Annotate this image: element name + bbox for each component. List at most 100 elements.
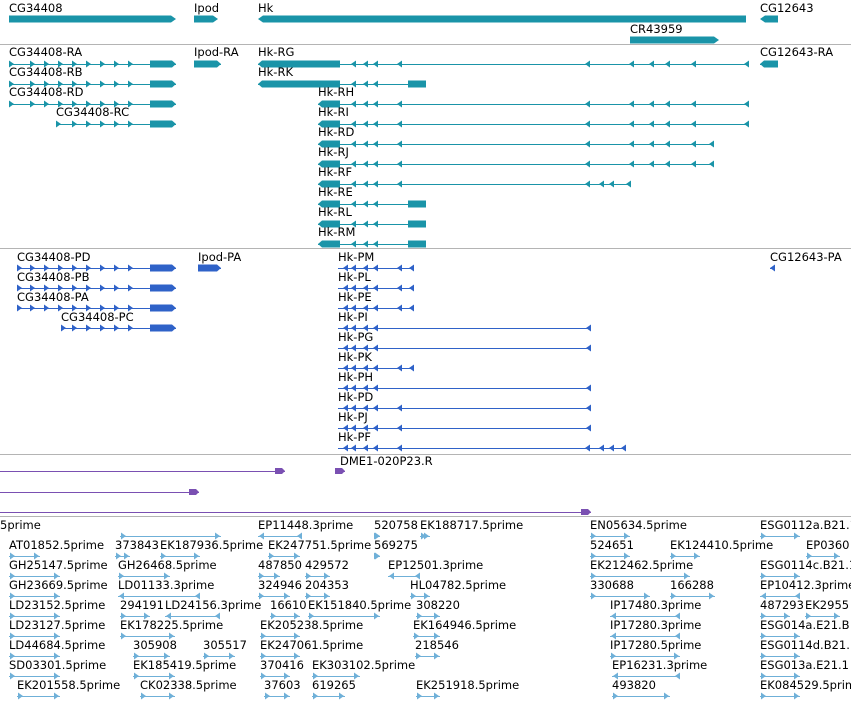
feature-est-0-label[interactable]: 5prime bbox=[0, 518, 41, 532]
feature-est-45-label[interactable]: LD44684.5prime bbox=[9, 638, 106, 652]
feature-est-13-label[interactable]: EK124410.5prime bbox=[670, 538, 774, 552]
feature-est-16-label[interactable]: GH26468.5prime bbox=[118, 558, 217, 572]
feature-gene-0-label[interactable]: CG34408 bbox=[9, 1, 63, 15]
feature-est-41-label[interactable]: EK205238.5prime bbox=[260, 618, 364, 632]
feature-gene-4-label[interactable]: CR43959 bbox=[630, 22, 683, 36]
feature-mrna-15-label[interactable]: Hk-RM bbox=[318, 225, 356, 239]
feature-gene-3-label[interactable]: CG12643 bbox=[760, 1, 814, 15]
feature-est-26-label[interactable]: HL04782.5prime bbox=[410, 578, 507, 592]
feature-gene-1-label[interactable]: Ipod bbox=[194, 1, 220, 15]
feature-est-35-label[interactable]: 308220 bbox=[416, 598, 460, 612]
feature-mrna-0-label[interactable]: CG34408-RA bbox=[9, 45, 83, 59]
feature-est-51-label[interactable]: ESG0114d.B21.1 bbox=[760, 638, 851, 652]
feature-protein-10-label[interactable]: Hk-PG bbox=[338, 330, 374, 344]
feature-mrna-14-label[interactable]: Hk-RL bbox=[318, 205, 352, 219]
feature-est-27-label[interactable]: 330688 bbox=[590, 578, 634, 592]
feature-mrna-4-label[interactable]: CG34408-RB bbox=[9, 65, 83, 79]
feature-est-2-label[interactable]: EP11448.3prime bbox=[258, 518, 354, 532]
feature-est-4-label[interactable]: EK188717.5prime bbox=[420, 518, 524, 532]
feature-est-18-label[interactable]: 429572 bbox=[305, 558, 349, 572]
feature-est-30-label[interactable]: LD23152.5prime bbox=[9, 598, 106, 612]
feature-est-5-label[interactable]: EN05634.5prime bbox=[590, 518, 687, 532]
feature-est-32-label[interactable]: LD24156.3prime bbox=[165, 598, 262, 612]
feature-protein-15-label[interactable]: Hk-PF bbox=[338, 430, 372, 444]
feature-est-47-label[interactable]: 305517 bbox=[203, 638, 247, 652]
feature-protein-1-label[interactable]: Ipod-PA bbox=[198, 250, 242, 264]
feature-est-23-label[interactable]: LD01133.3prime bbox=[118, 578, 215, 592]
feature-est-38-label[interactable]: EK2955 bbox=[805, 598, 850, 612]
feature-mrna-8-label[interactable]: CG34408-RC bbox=[56, 105, 130, 119]
feature-protein-3-label[interactable]: CG12643-PA bbox=[770, 250, 842, 264]
feature-est-33-label[interactable]: 16610 bbox=[270, 598, 307, 612]
feature-est-56-label[interactable]: EP16231.3prime bbox=[612, 658, 708, 672]
feature-est-55-label[interactable]: EK303102.5prime bbox=[312, 658, 416, 672]
feature-est-11-label[interactable]: 569275 bbox=[374, 538, 418, 552]
feature-est-64-label[interactable]: EK084529.5prime bbox=[760, 678, 851, 692]
feature-est-42-label[interactable]: EK164946.5prime bbox=[413, 618, 517, 632]
feature-est-62-label[interactable]: EK251918.5prime bbox=[416, 678, 520, 692]
feature-est-43-label[interactable]: IP17280.3prime bbox=[610, 618, 702, 632]
feature-est-34-label[interactable]: EK151840.5prime bbox=[308, 598, 412, 612]
feature-est-7-label[interactable]: AT01852.5prime bbox=[9, 538, 105, 552]
feature-gene-2-label[interactable]: Hk bbox=[258, 1, 274, 15]
feature-est-25-label[interactable]: 204353 bbox=[305, 578, 349, 592]
feature-est-39-label[interactable]: LD23127.5prime bbox=[9, 618, 106, 632]
feature-est-37-label[interactable]: 487293 bbox=[760, 598, 804, 612]
feature-est-10-label[interactable]: EK247751.5prime bbox=[268, 538, 372, 552]
feature-est-6-label[interactable]: ESG0112a.B21.1 bbox=[760, 518, 851, 532]
feature-est-31-label[interactable]: 294191 bbox=[120, 598, 164, 612]
feature-est-28-label[interactable]: 166288 bbox=[670, 578, 714, 592]
feature-est-19-label[interactable]: EP12501.3prime bbox=[388, 558, 484, 572]
feature-est-14-label[interactable]: EP0360 bbox=[806, 538, 850, 552]
feature-protein-4-label[interactable]: CG34408-PB bbox=[17, 270, 90, 284]
feature-mrna-1-label[interactable]: Ipod-RA bbox=[194, 45, 239, 59]
feature-mrna-7-label[interactable]: Hk-RH bbox=[318, 85, 355, 99]
feature-mrna-9-label[interactable]: Hk-RI bbox=[318, 105, 349, 119]
feature-est-58-label[interactable]: EK201558.5prime bbox=[17, 678, 121, 692]
feature-protein-13-label[interactable]: Hk-PD bbox=[338, 390, 374, 404]
feature-est-50-label[interactable]: IP17280.5prime bbox=[610, 638, 702, 652]
feature-est-40-label[interactable]: EK178225.5prime bbox=[120, 618, 224, 632]
feature-est-20-label[interactable]: EK212462.5prime bbox=[590, 558, 694, 572]
feature-est-15-label[interactable]: GH25147.5prime bbox=[9, 558, 108, 572]
feature-mrna-3-label[interactable]: CG12643-RA bbox=[760, 45, 834, 59]
feature-protein-14-label[interactable]: Hk-PJ bbox=[338, 410, 368, 424]
feature-est-29-label[interactable]: EP10412.3prime bbox=[760, 578, 851, 592]
feature-protein-12-label[interactable]: Hk-PH bbox=[338, 370, 374, 384]
feature-mrna-2-label[interactable]: Hk-RG bbox=[258, 45, 295, 59]
feature-est-53-label[interactable]: EK185419.5prime bbox=[133, 658, 237, 672]
feature-est-36-label[interactable]: IP17480.3prime bbox=[610, 598, 702, 612]
feature-protein-7-label[interactable]: Hk-PE bbox=[338, 290, 372, 304]
feature-protein-8-label[interactable]: CG34408-PC bbox=[61, 310, 134, 324]
feature-protein-2-label[interactable]: Hk-PM bbox=[338, 250, 375, 264]
feature-est-44-label[interactable]: ESG014a.E21.B bbox=[760, 618, 850, 632]
feature-est-24-label[interactable]: 324946 bbox=[258, 578, 302, 592]
feature-est-48-label[interactable]: EK247061.5prime bbox=[260, 638, 364, 652]
feature-protein-5-label[interactable]: Hk-PL bbox=[338, 270, 371, 284]
feature-mrna-5-label[interactable]: Hk-RK bbox=[258, 65, 293, 79]
feature-mrna-12-label[interactable]: Hk-RF bbox=[318, 165, 353, 179]
feature-clone-1-label[interactable]: DME1-020P23.R bbox=[340, 454, 433, 468]
feature-protein-9-label[interactable]: Hk-PI bbox=[338, 310, 368, 324]
feature-est-8-label[interactable]: 373843 bbox=[115, 538, 159, 552]
feature-mrna-6-label[interactable]: CG34408-RD bbox=[9, 85, 84, 99]
feature-est-59-label[interactable]: CK02338.5prime bbox=[140, 678, 237, 692]
feature-est-60-label[interactable]: 37603 bbox=[264, 678, 301, 692]
feature-est-61-label[interactable]: 619265 bbox=[312, 678, 356, 692]
feature-mrna-10-label[interactable]: Hk-RD bbox=[318, 125, 355, 139]
feature-est-63-label[interactable]: 493820 bbox=[612, 678, 656, 692]
feature-est-52-label[interactable]: SD03301.5prime bbox=[9, 658, 107, 672]
feature-est-21-label[interactable]: ESG0114c.B21.1 bbox=[760, 558, 851, 572]
feature-est-12-label[interactable]: 524651 bbox=[590, 538, 634, 552]
feature-est-17-label[interactable]: 487850 bbox=[258, 558, 302, 572]
feature-est-54-label[interactable]: 370416 bbox=[260, 658, 304, 672]
feature-est-22-label[interactable]: GH23669.5prime bbox=[9, 578, 108, 592]
feature-est-57-label[interactable]: ESG013a.E21.1 bbox=[760, 658, 850, 672]
feature-est-9-label[interactable]: EK187936.5prime bbox=[160, 538, 264, 552]
feature-est-49-label[interactable]: 218546 bbox=[415, 638, 459, 652]
feature-protein-6-label[interactable]: CG34408-PA bbox=[17, 290, 89, 304]
feature-mrna-13-label[interactable]: Hk-RE bbox=[318, 185, 353, 199]
feature-est-3-label[interactable]: 520758 bbox=[374, 518, 418, 532]
feature-mrna-11-label[interactable]: Hk-RJ bbox=[318, 145, 349, 159]
feature-protein-11-label[interactable]: Hk-PK bbox=[338, 350, 372, 364]
